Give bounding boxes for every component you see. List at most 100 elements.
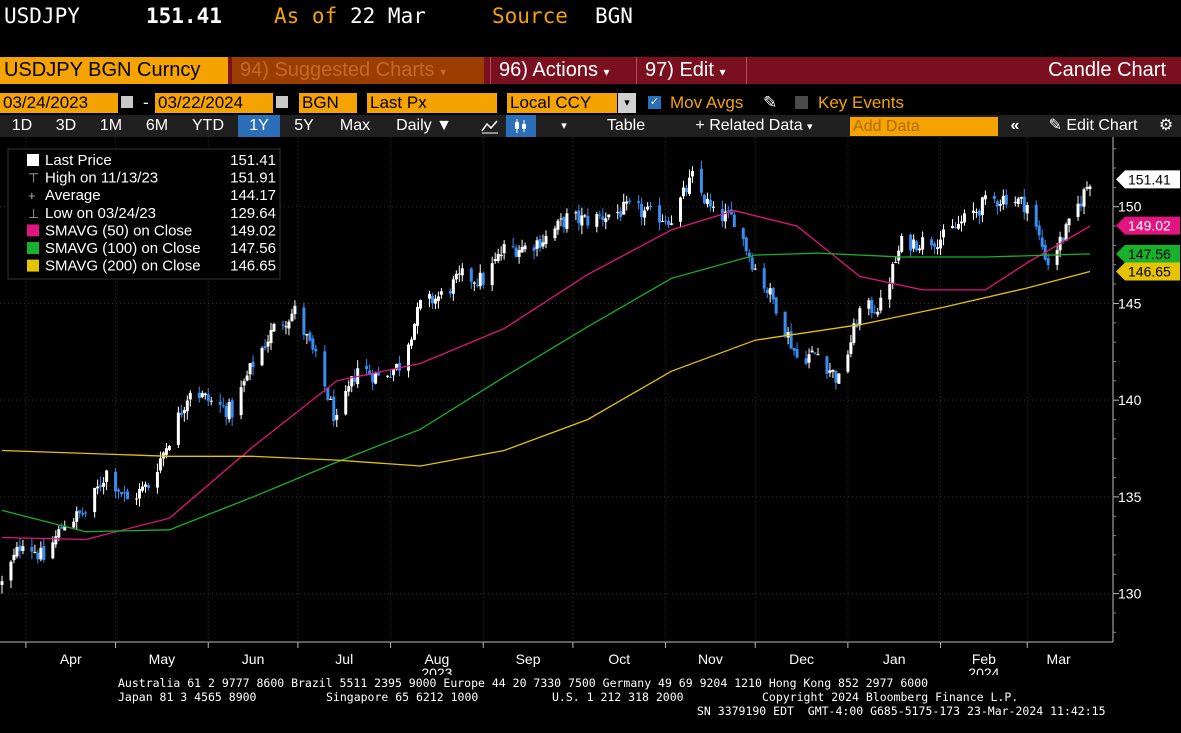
edit-chart-button[interactable]: ✎ Edit Chart xyxy=(1033,115,1153,137)
candle-body xyxy=(120,491,124,495)
candle-body xyxy=(553,228,557,239)
candle-body xyxy=(959,221,963,224)
candle-body xyxy=(350,376,354,387)
period-1y[interactable]: 1Y xyxy=(238,115,280,137)
y-tick-label: 140 xyxy=(1118,392,1142,408)
line-chart-icon[interactable] xyxy=(476,115,504,137)
candle-body xyxy=(287,321,291,329)
ticker-label: USDJPY xyxy=(4,4,80,28)
candle-body xyxy=(140,486,144,491)
related-data-menu[interactable]: + Related Data ▾ xyxy=(676,115,832,137)
candle-body xyxy=(81,513,85,515)
collapse-icon[interactable]: « xyxy=(1010,117,1020,134)
field-input[interactable]: Last Px xyxy=(367,93,497,113)
candle-body xyxy=(496,253,500,262)
candle-body xyxy=(649,206,653,208)
candle-body xyxy=(646,206,650,210)
footer-singapore: Singapore 65 6212 1000 xyxy=(326,690,479,704)
candle-body xyxy=(912,239,916,249)
candle-body xyxy=(15,547,19,557)
suggested-charts-menu[interactable]: 94) Suggested Charts ▾ xyxy=(232,57,484,84)
candle-body xyxy=(329,398,333,400)
candle-body xyxy=(96,486,100,489)
candle-body xyxy=(9,561,13,581)
period-3d[interactable]: 3D xyxy=(55,117,77,134)
candle-body xyxy=(368,370,372,375)
candle-body xyxy=(1037,225,1041,236)
candle-body xyxy=(281,324,285,326)
candle-body xyxy=(102,482,106,487)
calendar-icon[interactable] xyxy=(121,96,133,108)
sma-line xyxy=(1,209,1091,541)
period-1d[interactable]: 1D xyxy=(11,117,33,134)
candle-body xyxy=(783,311,787,336)
x-month-label: Jun xyxy=(242,651,265,667)
period-1m[interactable]: 1M xyxy=(99,117,123,134)
candle-body xyxy=(99,485,103,488)
y-axis: 130 135 140 145 150 xyxy=(1113,148,1142,633)
candle-body xyxy=(879,297,883,311)
candle-body xyxy=(176,412,180,445)
candle-body xyxy=(230,400,234,418)
footer-us: U.S. 1 212 318 2000 xyxy=(552,690,684,704)
candle-body xyxy=(389,376,393,378)
candle-body xyxy=(915,241,919,251)
start-date-input[interactable]: 03/24/2023 xyxy=(0,93,118,113)
parameter-bar: 03/24/2023 - 03/22/2024 BGN Last Px Loca… xyxy=(0,91,1181,114)
value-label-bg xyxy=(1116,170,1180,189)
candle-body xyxy=(135,498,139,500)
candle-body xyxy=(556,220,560,230)
frequency-select[interactable]: Daily ▼ xyxy=(388,115,460,137)
candle-body xyxy=(126,491,130,500)
x-month-label: Nov xyxy=(698,651,723,667)
value-label-bg xyxy=(1116,216,1180,235)
calendar-icon[interactable] xyxy=(276,96,288,108)
end-date-input[interactable]: 03/22/2024 xyxy=(155,93,273,113)
add-data-input[interactable]: Add Data xyxy=(850,117,998,136)
edit-label: 97) Edit xyxy=(645,59,714,81)
gear-icon[interactable]: ⚙ xyxy=(1158,117,1174,134)
legend-value: 144.17 xyxy=(230,187,276,204)
candle-body xyxy=(137,488,141,499)
key-events-checkbox[interactable] xyxy=(795,96,808,109)
candle-chart[interactable]: 130 135 140 145 150 Apr May Jun Jul Aug Sep Oct Nov… xyxy=(0,137,1181,675)
candle-body xyxy=(409,339,413,346)
candle-body xyxy=(679,197,683,222)
candle-chart-icon[interactable] xyxy=(506,115,536,137)
candle-body xyxy=(643,210,647,218)
security-field[interactable]: USDJPY BGN Curncy xyxy=(0,57,228,84)
candle-body xyxy=(607,214,611,218)
candle-body xyxy=(514,247,518,257)
candle-body xyxy=(60,526,64,529)
pencil-icon[interactable]: ✎ xyxy=(763,93,778,112)
source-input[interactable]: BGN xyxy=(299,93,357,113)
mov-avgs-checkbox[interactable]: ✓ xyxy=(648,96,661,109)
candle-body xyxy=(146,485,150,488)
period-5y[interactable]: 5Y xyxy=(294,117,314,134)
candle-body xyxy=(998,204,1002,206)
period-max[interactable]: Max xyxy=(339,117,371,134)
currency-select[interactable]: Local CCY xyxy=(507,93,617,113)
candle-body xyxy=(517,250,521,257)
period-ytd[interactable]: YTD xyxy=(192,117,224,134)
candle-body xyxy=(750,257,754,270)
x-month-label: Mar xyxy=(1047,651,1071,667)
period-6m[interactable]: 6M xyxy=(145,117,169,134)
source-value: BGN xyxy=(595,4,633,28)
candle-body xyxy=(1034,204,1038,227)
legend-label: SMAVG (100) on Close xyxy=(45,240,201,257)
actions-menu[interactable]: 96) Actions ▾ xyxy=(490,57,630,84)
table-button[interactable]: Table xyxy=(606,117,646,134)
value-label: 147.56 xyxy=(1128,246,1171,262)
legend-value: 146.65 xyxy=(230,258,276,275)
candle-body xyxy=(1076,203,1080,217)
chevron-down-icon[interactable]: ▾ xyxy=(561,120,567,132)
candle-body xyxy=(520,247,524,253)
related-data-label: + Related Data xyxy=(695,117,803,134)
chevron-down-icon[interactable]: ▾ xyxy=(618,93,636,113)
edit-menu[interactable]: 97) Edit ▾ xyxy=(636,57,744,84)
candle-body xyxy=(93,487,97,513)
candle-body xyxy=(535,240,539,249)
candle-body xyxy=(858,308,862,326)
candle-body xyxy=(78,510,82,514)
